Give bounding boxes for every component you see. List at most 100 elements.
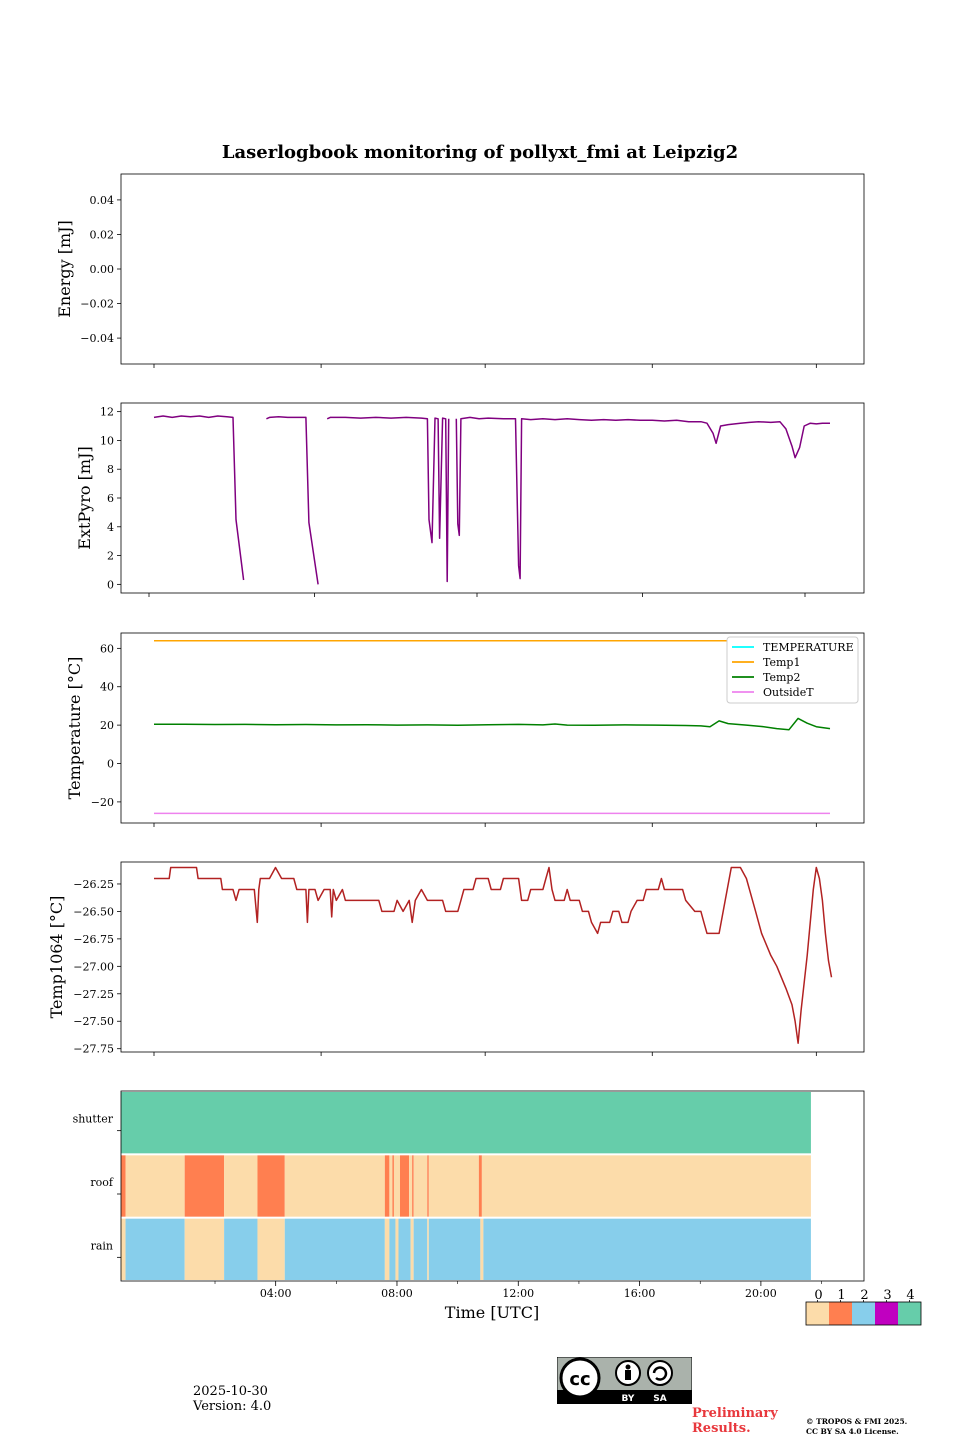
temperature-legend: TEMPERATURE Temp1 Temp2 OutsideT — [726, 636, 859, 704]
status-cell-roof — [412, 1155, 414, 1217]
footer-date-version: 2025-10-30 Version: 4.0 — [193, 1384, 271, 1414]
colorbar-tick-label: 0 — [814, 1288, 822, 1303]
status-cell-rain — [125, 1218, 185, 1280]
copyright-notice: © TROPOS & FMI 2025. CC BY SA 4.0 Licens… — [806, 1417, 907, 1437]
copyright-line-1: © TROPOS & FMI 2025. — [806, 1417, 908, 1426]
temp1064-ytick-label: −26.50 — [73, 905, 114, 918]
preliminary-text-1: Results. — [692, 1421, 751, 1436]
preliminary-label-line: Preliminary Results. — [692, 1406, 778, 1436]
status-xlabel: Time [UTC] — [445, 1303, 539, 1322]
footer-date: 2025-10-30 — [193, 1384, 268, 1399]
cc-sa-label: SA — [653, 1394, 666, 1404]
panel-status: shutter roof rain 04:00 08:00 12:00 16:00 20:00… — [73, 1090, 865, 1322]
extpyro-ytick-label: 4 — [107, 521, 114, 534]
extpyro-series-extpyro — [326, 416, 450, 583]
legend-frame — [726, 636, 859, 704]
temperature-ylabel: Temperature [°C] — [65, 657, 84, 800]
temp1064-series-temp1064 — [154, 866, 833, 1044]
status-cell-rain — [384, 1218, 390, 1280]
status-cell-rain — [480, 1218, 484, 1280]
status-cell-rain — [224, 1218, 258, 1280]
status-cell-roof — [400, 1155, 410, 1217]
extpyro-ytick-label: 2 — [107, 550, 114, 563]
status-cell-rain — [428, 1218, 481, 1280]
temp1064-ytick-label: −27.25 — [73, 988, 114, 1001]
colorbar-tick-label: 2 — [860, 1288, 868, 1303]
temp1064-ytick-label: −26.75 — [73, 933, 114, 946]
status-cell-roof — [413, 1155, 428, 1217]
extpyro-ytick-label: 0 — [107, 578, 114, 591]
panel-energy: 0.04 0.02 0.00 −0.02 −0.04 Energy [mJ] — [55, 173, 865, 368]
status-cell-roof — [125, 1155, 185, 1217]
status-cell-roof — [478, 1155, 482, 1217]
panel-extpyro: 12 10 8 6 4 2 0 ExtPyro [mJ] — [75, 402, 865, 597]
extpyro-series-extpyro — [153, 415, 245, 581]
copyright-line-2: CC BY SA 4.0 License. — [806, 1427, 899, 1436]
status-cell-rain — [395, 1218, 399, 1280]
colorbar-tick-label: 1 — [837, 1288, 845, 1303]
row-label-shutter: shutter — [73, 1113, 114, 1126]
energy-ytick-label: −0.02 — [80, 298, 114, 311]
status-cell-roof — [384, 1155, 390, 1217]
temperature-ytick-label: −20 — [91, 796, 114, 809]
temp1064-ytick-label: −26.25 — [73, 878, 114, 891]
panel-temperature: 60 40 20 0 −20 Temperature [°C] TEMPERATURE Tem… — [65, 632, 865, 827]
cc-by-label: BY — [622, 1394, 635, 1404]
status-cell-roof — [409, 1155, 413, 1217]
temperature-ytick-label: 40 — [100, 681, 114, 694]
legend-label-temp1: Temp1 — [763, 656, 800, 669]
energy-ylabel: Energy [mJ] — [55, 220, 74, 318]
status-xtick-label: 08:00 — [381, 1287, 413, 1300]
colorbar-cell-2 — [852, 1302, 875, 1325]
status-cell-roof — [121, 1155, 126, 1217]
preliminary-results-label: Preliminary Results. — [692, 1406, 778, 1436]
status-cell-roof — [389, 1155, 393, 1217]
temp1064-ytick-label: −27.00 — [73, 960, 114, 973]
colorbar-cell-3 — [875, 1302, 898, 1325]
status-cell-rain — [121, 1218, 126, 1280]
temp1064-ylabel: Temp1064 [°C] — [47, 896, 66, 1019]
legend-label-temperature: TEMPERATURE — [763, 641, 854, 654]
colorbar-cell-1 — [829, 1302, 852, 1325]
extpyro-ytick-label: 10 — [100, 434, 114, 447]
status-cell-roof — [284, 1155, 385, 1217]
status-cell-rain — [184, 1218, 225, 1280]
status-cell-roof — [224, 1155, 258, 1217]
extpyro-ytick-label: 6 — [107, 492, 114, 505]
cc-license-badge: cc BY SA — [556, 1356, 693, 1408]
status-axes-frame — [120, 1090, 865, 1282]
status-cell-rain — [427, 1218, 429, 1280]
row-label-roof: roof — [90, 1176, 114, 1189]
status-cell-rain — [284, 1218, 385, 1280]
status-cell-roof — [393, 1155, 401, 1217]
status-cell-rain — [410, 1218, 414, 1280]
legend-label-temp2: Temp2 — [763, 671, 800, 684]
temperature-ytick-label: 20 — [100, 719, 114, 732]
colorbar-tick-label: 3 — [883, 1288, 891, 1303]
energy-ytick-label: 0.02 — [90, 228, 115, 241]
row-label-rain: rain — [91, 1239, 113, 1252]
status-cell-rain — [389, 1218, 396, 1280]
energy-ytick-label: 0.04 — [90, 194, 115, 207]
extpyro-series-extpyro — [455, 416, 830, 580]
temp1064-axes-frame — [120, 861, 865, 1053]
status-cell-rain — [413, 1218, 428, 1280]
status-xtick-label: 20:00 — [745, 1287, 777, 1300]
energy-ytick-label: 0.00 — [90, 263, 115, 276]
status-xtick-label: 04:00 — [260, 1287, 292, 1300]
extpyro-series-extpyro — [266, 415, 319, 585]
energy-axes-frame — [120, 173, 865, 365]
status-cell-rain — [257, 1218, 285, 1280]
status-cell-roof — [481, 1155, 811, 1217]
status-cell-rain — [398, 1218, 411, 1280]
status-cell-roof — [257, 1155, 285, 1217]
footer-version: Version: 4.0 — [193, 1399, 272, 1414]
panel-temp1064: −26.25 −26.50 −26.75 −27.00 −27.25 −27.50 −27.… — [47, 861, 865, 1056]
figure-title: Laserlogbook monitoring of pollyxt_fmi a… — [222, 142, 738, 163]
status-cell-rain — [483, 1218, 811, 1280]
temperature-series-temp2 — [154, 717, 831, 731]
energy-ytick-label: −0.04 — [80, 332, 114, 345]
